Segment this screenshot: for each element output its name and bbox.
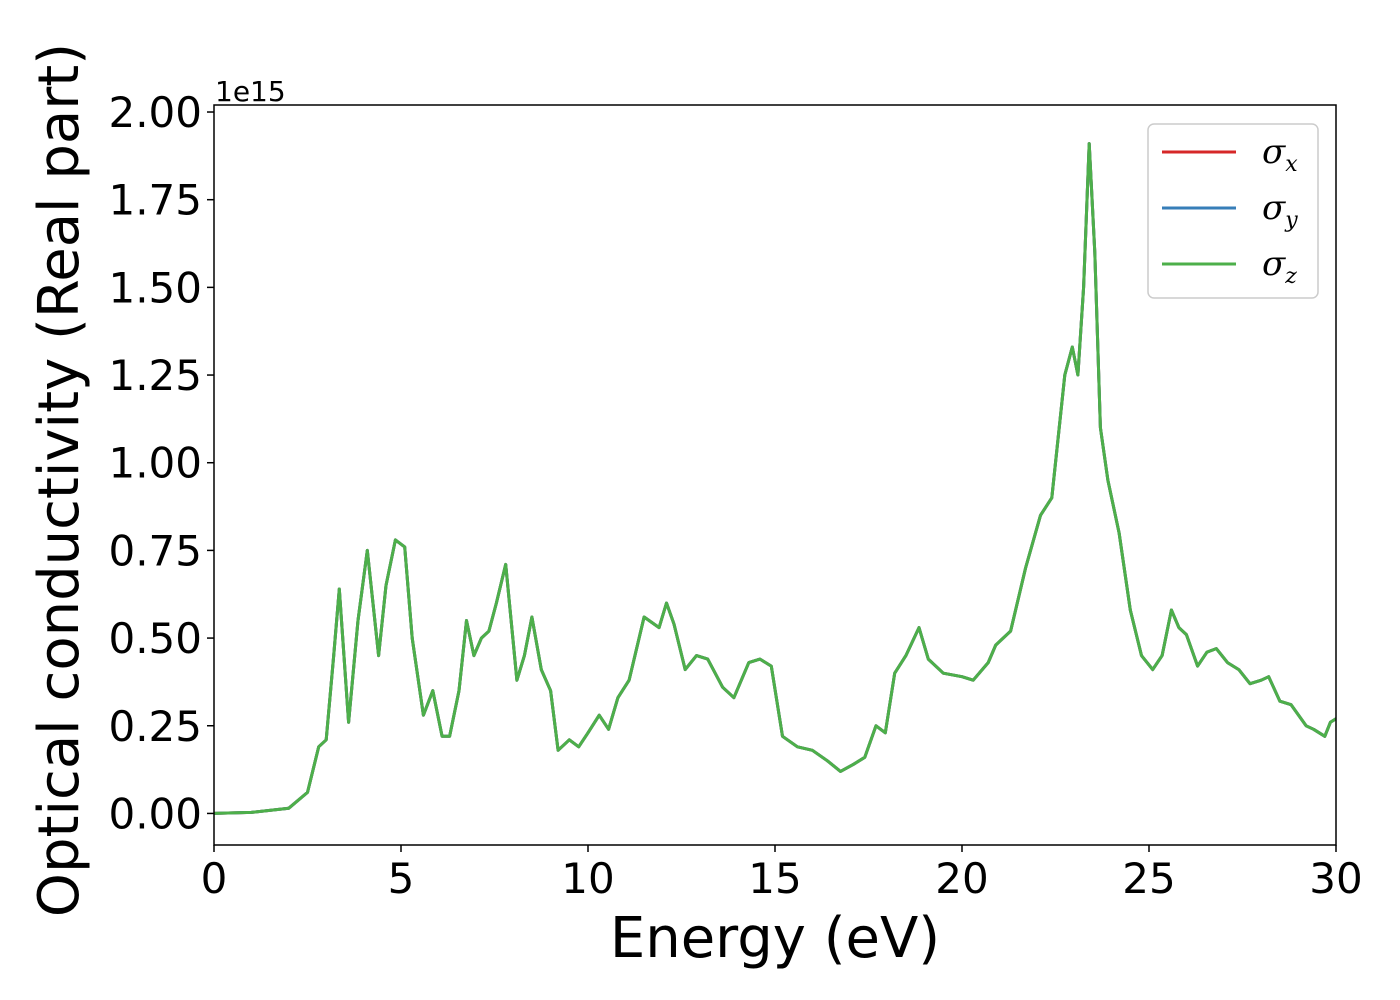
x-axis: 0 5 10 15 20 25 30 (201, 845, 1363, 903)
y-axis-title: Optical conductivity (Real part) (27, 43, 92, 917)
y-offset-label: 1e15 (215, 75, 286, 108)
y-tick-label: 0.75 (108, 526, 202, 575)
y-tick-label: 0.25 (108, 702, 202, 751)
series-line-3 (214, 142, 1336, 815)
legend-label-y: σy (1262, 188, 1298, 233)
y-tick-label: 1.25 (108, 351, 202, 400)
x-tick-label: 30 (1309, 854, 1362, 903)
legend-box (1147, 123, 1319, 299)
y-tick-label: 1.75 (108, 176, 202, 225)
legend-label-x: σx (1262, 132, 1298, 177)
x-tick-label: 20 (935, 854, 988, 903)
y-tick-label: 2.00 (108, 88, 202, 137)
legend-label-z: σz (1262, 244, 1297, 289)
y-axis: 0.00 0.25 0.50 0.75 1.00 1.25 1.50 1.75 2.00 (108, 88, 214, 838)
x-axis-title: Energy (eV) (610, 906, 940, 971)
y-tick-label: 0.50 (108, 614, 202, 663)
y-tick-label: 0.00 (108, 789, 202, 838)
x-tick-label: 10 (561, 854, 614, 903)
x-tick-label: 0 (201, 854, 228, 903)
x-tick-label: 5 (388, 854, 415, 903)
x-tick-label: 25 (1122, 854, 1175, 903)
x-tick-label: 15 (748, 854, 801, 903)
legend: σx σy σz (1147, 123, 1319, 299)
y-tick-label: 1.00 (108, 439, 202, 488)
y-tick-label: 1.50 (108, 263, 202, 312)
